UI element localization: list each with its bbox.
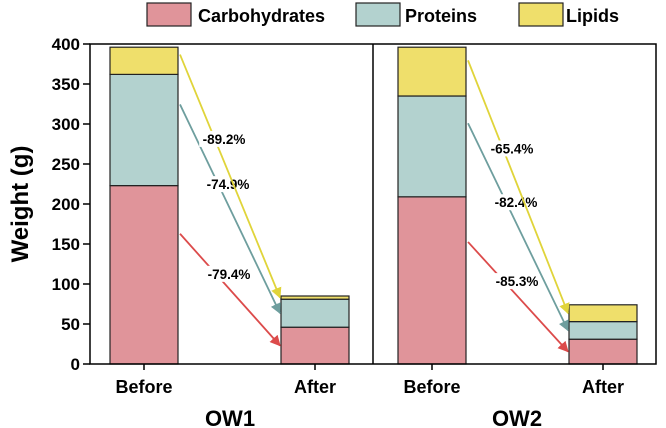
annotation-ow1-proteins: -74.9% — [207, 177, 250, 192]
y-tick-label: 350 — [52, 75, 80, 94]
bar-ow2-after-carbohydrates — [568, 338, 638, 365]
legend-swatch-lipids — [518, 2, 564, 27]
y-tick-label: 100 — [52, 275, 80, 294]
bar-ow1-before-proteins — [109, 73, 179, 187]
annotation-bg — [487, 140, 537, 157]
bar-ow1-after-proteins — [280, 298, 350, 328]
annotation-bg — [204, 265, 254, 282]
legend-label-proteins: Proteins — [405, 6, 477, 26]
y-tick-label: 200 — [52, 195, 80, 214]
bar-ow2-before-carbohydrates — [397, 196, 467, 365]
legend-label-carbohydrates: Carbohydrates — [198, 6, 325, 26]
arrow-ow2-proteins — [467, 122, 569, 332]
x-tick-label: After — [582, 377, 624, 397]
bar-ow1-after-lipids — [280, 295, 350, 300]
arrow-ow2-carbohydrates — [467, 241, 569, 353]
annotation-ow1-carbohydrates: -79.4% — [208, 267, 251, 282]
bar-ow2-before-lipids — [397, 46, 467, 97]
annotation-bg — [492, 273, 542, 290]
bar-ow1-before-carbohydrates — [109, 185, 179, 365]
annotation-ow2-proteins: -82.4% — [495, 195, 538, 210]
annotation-ow2-lipids: -65.4% — [491, 141, 534, 156]
annotation-bg — [491, 194, 541, 211]
annotation-ow2-carbohydrates: -85.3% — [496, 274, 539, 289]
arrow-ow2-lipids — [467, 60, 570, 315]
y-axis-label: Weight (g) — [7, 146, 34, 263]
arrow-ow1-proteins — [179, 104, 281, 315]
annotation-bg — [199, 130, 249, 147]
x-tick-label: Before — [115, 377, 172, 397]
x-tick-label: After — [294, 377, 336, 397]
y-tick-label: 400 — [52, 35, 80, 54]
bar-ow2-after-proteins — [568, 321, 638, 340]
bar-ow2-before-proteins — [397, 95, 467, 198]
bar-ow1-before-lipids — [109, 46, 179, 76]
y-tick-label: 0 — [71, 355, 80, 374]
panel-label-ow2: OW2 — [492, 406, 542, 428]
bar-ow1-after-carbohydrates — [280, 326, 350, 365]
x-tick-label: Before — [403, 377, 460, 397]
bar-ow2-after-lipids — [568, 304, 638, 323]
arrow-ow1-lipids — [179, 54, 282, 299]
y-tick-label: 150 — [52, 235, 80, 254]
y-tick-label: 250 — [52, 155, 80, 174]
y-tick-label: 50 — [61, 315, 80, 334]
arrow-ow1-carbohydrates — [179, 233, 281, 347]
annotation-ow1-lipids: -89.2% — [203, 132, 246, 147]
legend-swatch-proteins — [355, 2, 401, 27]
legend-swatch-carbohydrates — [146, 2, 192, 27]
legend-label-lipids: Lipids — [566, 6, 619, 26]
annotation-bg — [203, 176, 253, 193]
y-tick-label: 300 — [52, 115, 80, 134]
panel-label-ow1: OW1 — [205, 406, 255, 428]
